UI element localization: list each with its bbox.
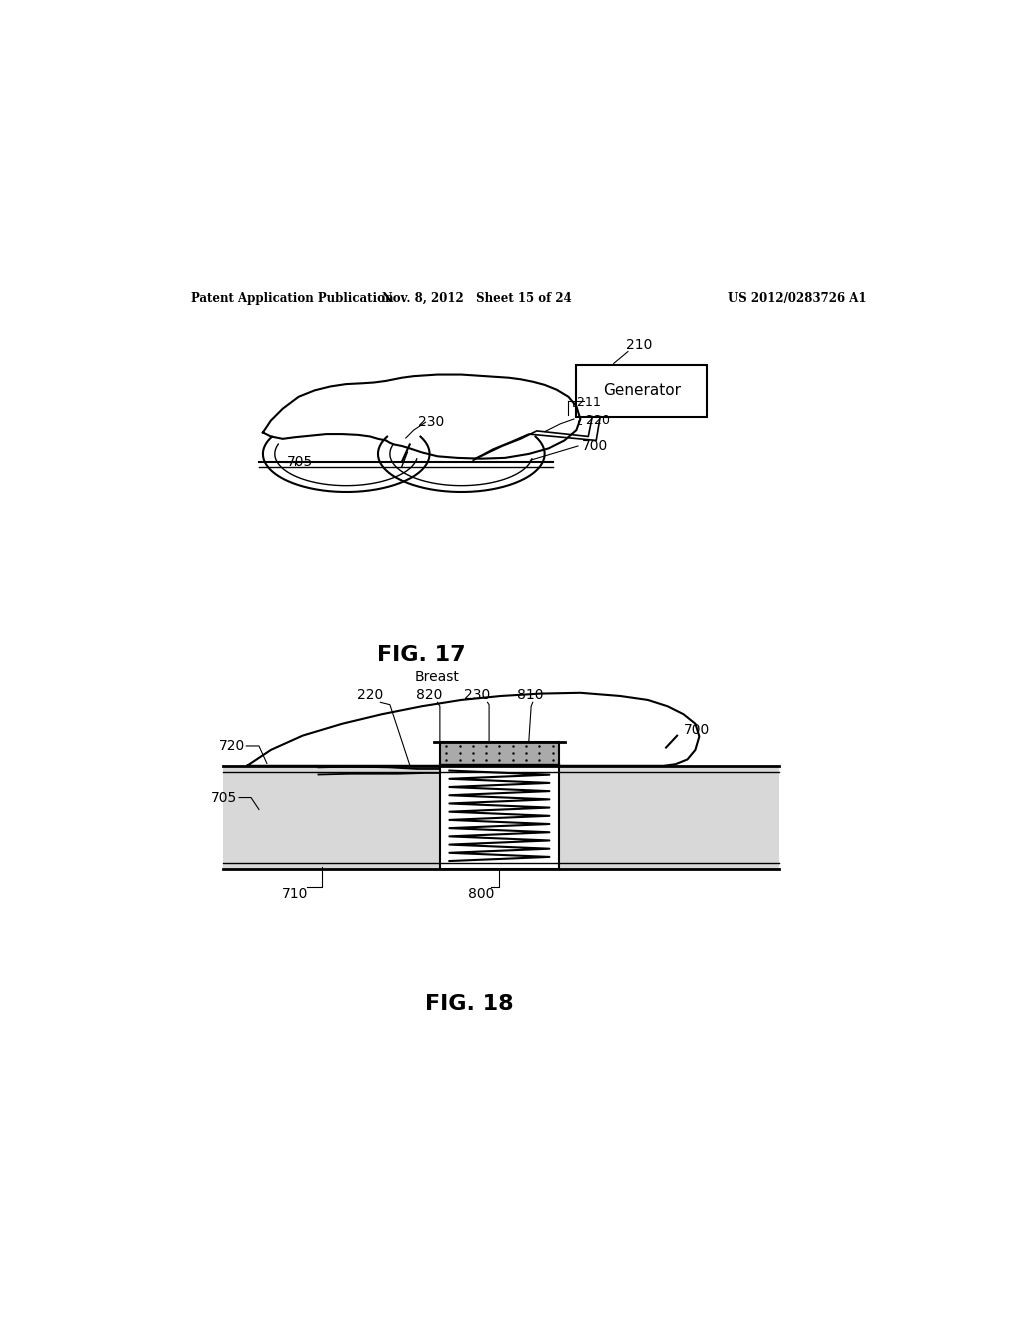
Text: $\mathdefault{\llcorner}$211: $\mathdefault{\llcorner}$211 — [570, 396, 601, 409]
Text: Generator: Generator — [603, 383, 681, 399]
Text: 820: 820 — [417, 688, 442, 702]
Bar — [223, 766, 778, 869]
Text: 700: 700 — [684, 723, 710, 737]
Text: 720: 720 — [219, 739, 246, 752]
Text: 800: 800 — [468, 887, 495, 902]
Text: 230: 230 — [464, 688, 490, 702]
Text: 230: 230 — [418, 416, 444, 429]
Text: Nov. 8, 2012   Sheet 15 of 24: Nov. 8, 2012 Sheet 15 of 24 — [382, 292, 572, 305]
Text: Breast: Breast — [415, 671, 460, 684]
FancyBboxPatch shape — [577, 366, 708, 417]
Text: Patent Application Publication: Patent Application Publication — [191, 292, 394, 305]
Text: 220: 220 — [357, 688, 383, 702]
Text: US 2012/0283726 A1: US 2012/0283726 A1 — [727, 292, 866, 305]
Bar — [440, 742, 559, 764]
Text: $\llcorner$ 220: $\llcorner$ 220 — [577, 413, 611, 428]
Text: FIG. 17: FIG. 17 — [377, 644, 466, 665]
Text: 705: 705 — [211, 791, 238, 805]
Bar — [440, 742, 559, 869]
Text: 700: 700 — [582, 440, 608, 453]
Text: FIG. 18: FIG. 18 — [425, 994, 514, 1014]
Text: 710: 710 — [282, 887, 308, 902]
Text: 210: 210 — [626, 338, 652, 351]
Text: 705: 705 — [287, 455, 313, 469]
Text: 810: 810 — [517, 688, 544, 702]
